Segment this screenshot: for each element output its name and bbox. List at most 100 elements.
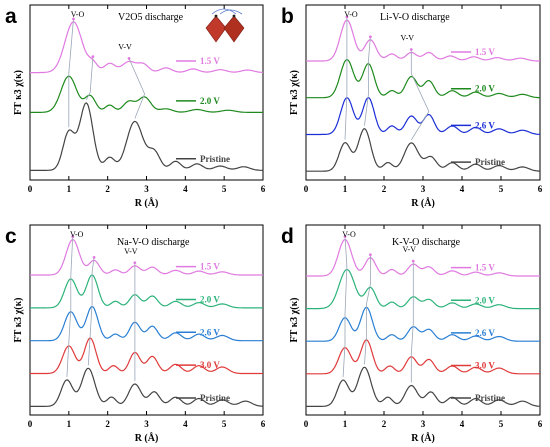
legend-label: Pristine (475, 157, 505, 167)
x-tick-label: 5 (222, 419, 227, 429)
annotation-vo: V-O (344, 10, 358, 19)
series-line (30, 305, 263, 342)
series-line (30, 239, 263, 276)
x-tick-label: 5 (499, 419, 504, 429)
guide-line (410, 261, 414, 383)
x-tick-label: 6 (538, 184, 543, 194)
guide-line (364, 36, 371, 126)
guide-line (68, 18, 74, 128)
legend-label: Pristine (475, 393, 505, 403)
x-axis-label: R (Å) (135, 432, 159, 444)
panel-letter: c (5, 225, 17, 248)
panel-letter: d (281, 225, 294, 248)
x-tick-label: 2 (382, 184, 387, 194)
x-tick-label: 5 (222, 184, 227, 194)
panel-b: 0 1 2 3 4 5 6 R (Å) FT κ3 χ(κ) b Li-V-O discharge 1… (281, 4, 543, 209)
x-tick-label: 3 (144, 184, 149, 194)
x-axis-label: R (Å) (411, 432, 435, 444)
x-tick-label: 3 (421, 184, 426, 194)
plot-frame (29, 224, 264, 416)
x-tick-label: 4 (183, 184, 188, 194)
atom (232, 14, 236, 18)
series-line (30, 367, 264, 407)
series-line (306, 19, 540, 62)
panel-d: 0 1 2 3 4 5 6 R (Å) FT κ3 χ(κ) d K-V-O discharge 1.… (281, 224, 543, 444)
legend-label: 2.0 V (475, 295, 495, 305)
series-line (30, 75, 263, 113)
series-line (30, 102, 263, 171)
x-axis-label: R (Å) (135, 197, 159, 209)
guide-line (87, 257, 95, 366)
peak-marker (92, 255, 96, 259)
legend-label: 3.0 V (200, 360, 220, 370)
peak-marker (411, 259, 415, 263)
x-tick-label: 4 (460, 184, 465, 194)
legend-label: 1.5 V (475, 47, 495, 57)
annotation-vo: V-O (342, 230, 356, 239)
x-tick-label: 2 (105, 419, 110, 429)
y-axis-label: FT κ3 χ(κ) (289, 70, 300, 115)
panel-title: K-V-O discharge (392, 237, 461, 248)
y-axis-label: FT κ3 χ(κ) (289, 298, 300, 343)
x-tick-label: 1 (343, 419, 348, 429)
peak-marker (127, 57, 131, 60)
guide-line (344, 17, 348, 140)
peak-marker (71, 235, 75, 238)
series-line (306, 268, 540, 310)
panel-letter: a (5, 5, 17, 28)
x-tick-label: 2 (105, 184, 110, 194)
peak-marker (409, 48, 413, 51)
panel-title: Li-V-O discharge (380, 12, 450, 23)
annotation-vo: V-O (70, 230, 84, 239)
series-line (30, 274, 263, 309)
guide-line (364, 254, 371, 365)
x-tick-label: 6 (261, 184, 266, 194)
x-tick-label: 0 (304, 184, 309, 194)
peak-marker (345, 15, 349, 19)
annotation-vv: V-V (118, 42, 132, 51)
series-line (306, 128, 540, 172)
legend-label: 2.0 V (475, 84, 495, 94)
legend-label: 1.5 V (200, 262, 220, 272)
x-tick-label: 4 (460, 419, 465, 429)
legend-label: 3.0 V (475, 360, 495, 370)
peak-marker (91, 55, 95, 58)
legend-label: Pristine (200, 154, 230, 164)
vo6-structure-inset (205, 8, 245, 43)
guide-line (128, 58, 146, 119)
annotation-vv: V-V (401, 33, 415, 42)
x-tick-label: 0 (28, 419, 33, 429)
legend-label: 2.0 V (200, 294, 220, 304)
peak-marker (368, 35, 372, 39)
y-axis-label: FT κ3 χ(κ) (13, 70, 24, 115)
guide-line (66, 236, 74, 377)
series-line (306, 97, 541, 136)
panel-a: 0 1 2 3 4 5 6 R (Å) FT κ3 χ(κ) a V2O5 discharge 1.5… (5, 4, 266, 209)
peak-marker (72, 17, 75, 21)
series-line (30, 337, 263, 375)
plot-frame (305, 224, 541, 416)
legend-label: 1.5 V (200, 56, 220, 66)
legend-label: Pristine (200, 393, 230, 403)
guide-line (85, 56, 94, 101)
arrow (219, 9, 243, 15)
legend-label: 2.0 V (200, 96, 220, 106)
peak-marker (133, 261, 137, 265)
octahedron (223, 15, 245, 43)
panel-title: Na-V-O discharge (117, 237, 190, 248)
guide-line (342, 236, 348, 378)
annotation-vo: V-O (71, 10, 85, 19)
legend-label: 2.6 V (200, 327, 220, 337)
x-tick-label: 4 (183, 419, 188, 429)
y-axis-label: FT κ3 χ(κ) (13, 298, 24, 343)
series-line (306, 59, 541, 99)
x-tick-label: 0 (304, 419, 309, 429)
series-line (306, 306, 540, 342)
legend-label: 1.5 V (475, 263, 495, 273)
peak-marker (368, 253, 372, 257)
x-tick-label: 0 (28, 184, 33, 194)
legend-label: 2.6 V (475, 328, 495, 338)
annotation-vv: V-V (124, 247, 138, 256)
series-line (306, 339, 540, 375)
